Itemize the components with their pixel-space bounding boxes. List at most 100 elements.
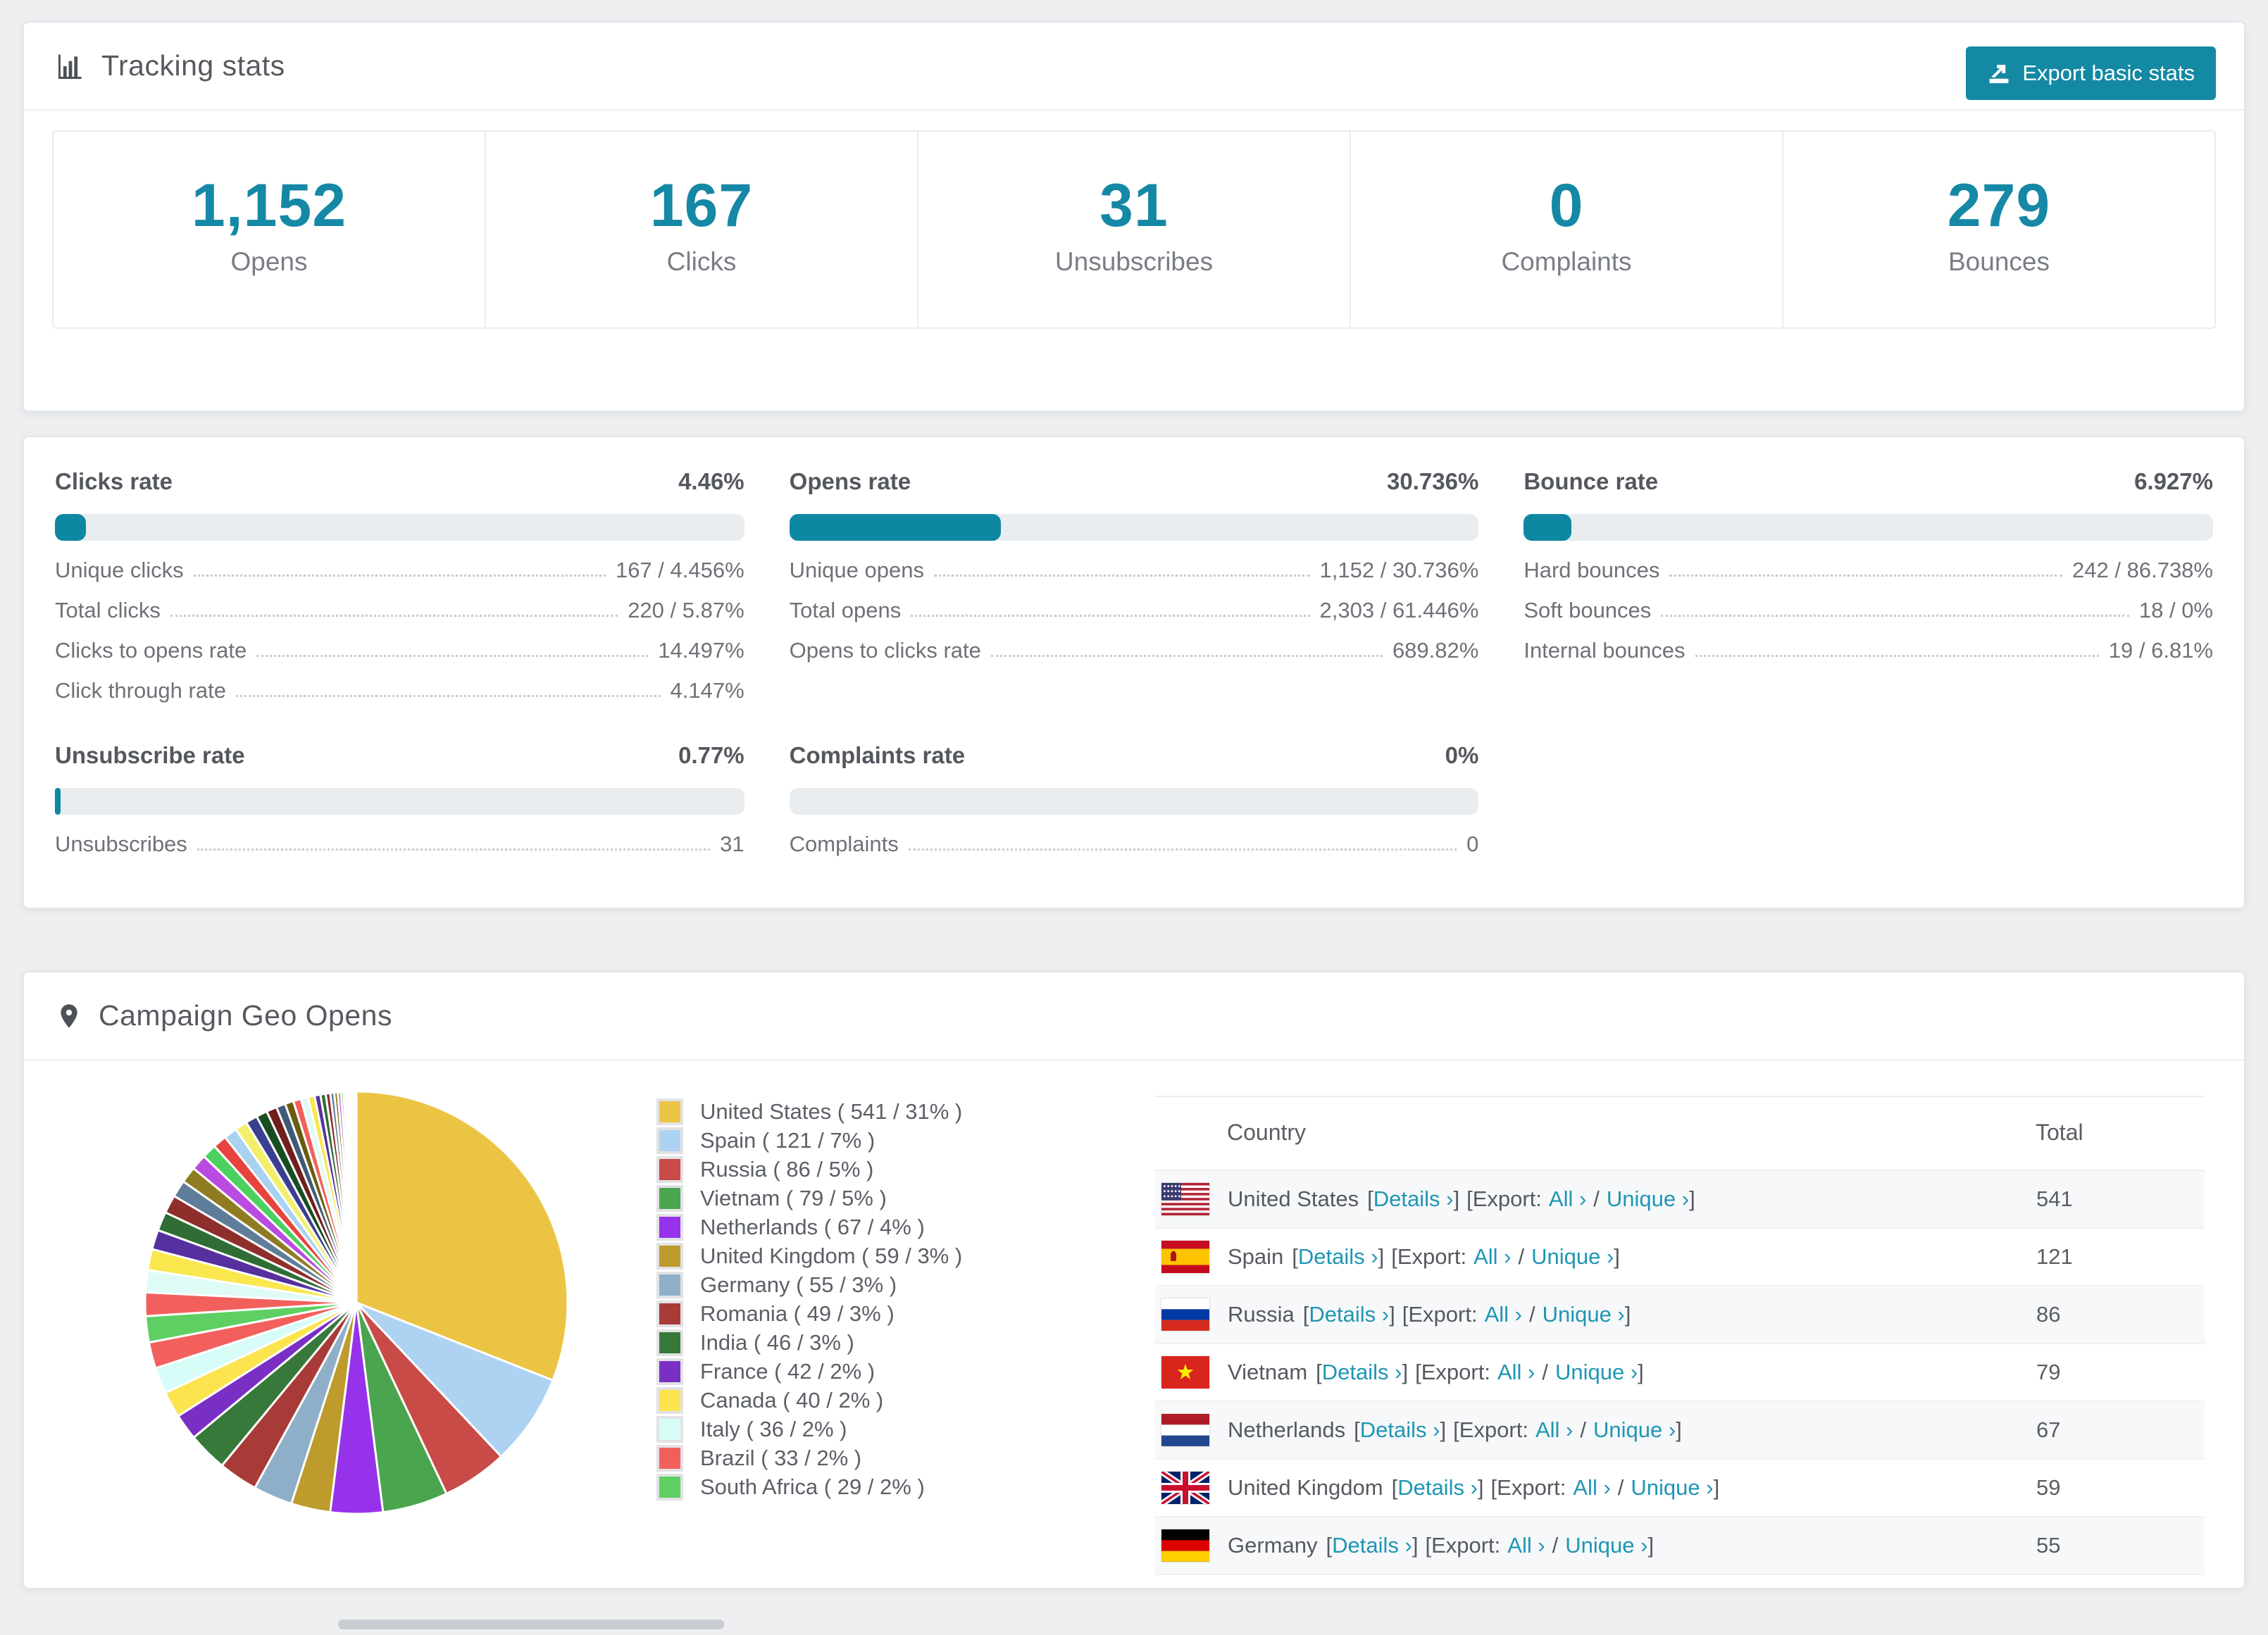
table-row: United States [Details ›] [Export: All › /… [1155,1170,2205,1228]
rate-stat-label: Click through rate [55,678,226,703]
details-link[interactable]: Details › [1359,1417,1440,1442]
legend-swatch [656,1416,683,1443]
export-label: Export: [1421,1360,1490,1384]
bracket: ] [1638,1360,1644,1384]
details-link[interactable]: Details › [1373,1186,1454,1211]
rate-stat-value: 31 [720,832,744,856]
rate-stat-row: Clicks to opens rate 14.497% [55,639,744,661]
rate-stat-value: 242 / 86.738% [2072,558,2213,582]
rate-stat-value: 689.82% [1392,638,1479,663]
legend-item: Russia ( 86 / 5% ) [656,1156,1049,1183]
stat-box-opens: 1,152 Opens [52,130,486,329]
export-all-link[interactable]: All › [1507,1533,1545,1558]
export-unique-link[interactable]: Unique › [1631,1475,1714,1500]
horizontal-scrollbar-thumb[interactable] [338,1620,724,1629]
export-unique-link[interactable]: Unique › [1565,1533,1648,1558]
dotted-leader [1661,615,2129,617]
flag-de-icon [1161,1529,1209,1562]
details-link[interactable]: Details › [1397,1475,1478,1500]
bracket: ] [1453,1186,1460,1211]
dotted-leader [235,695,661,697]
legend-label: Canada ( 40 / 2% ) [700,1388,884,1412]
rate-stat-row: Hard bounces 242 / 86.738% [1524,559,2213,581]
country-name: Russia [1228,1302,1295,1327]
rate-stat-row: Unique clicks 167 / 4.456% [55,559,744,581]
stat-value: 0 [1549,172,1584,239]
export-all-link[interactable]: All › [1484,1302,1522,1327]
rate-value: 6.927% [2134,468,2213,494]
export-unique-link[interactable]: Unique › [1554,1360,1638,1384]
geo-body: United States ( 541 / 31% ) Spain ( 121 … [24,1060,2244,1575]
details-link[interactable]: Details › [1297,1244,1378,1269]
total-value: 79 [2036,1360,2061,1384]
export-all-link[interactable]: All › [1573,1475,1611,1500]
geo-opens-pie-chart [138,1084,575,1521]
map-pin-icon [55,1001,83,1032]
bracket: [ [1354,1417,1360,1442]
stat-label: Opens [230,247,308,276]
rate-stat-value: 1,152 / 30.736% [1319,558,1479,582]
bracket: [ [1391,1244,1397,1269]
separator: / [1593,1186,1600,1211]
details-link[interactable]: Details › [1321,1360,1402,1384]
rates-card: Clicks rate 4.46% Unique clicks 167 / 4.… [23,436,2245,909]
export-all-link[interactable]: All › [1548,1186,1587,1211]
tracking-stats-header: Tracking stats Export basic stats [24,23,2244,111]
stat-label: Complaints [1501,247,1632,276]
export-all-link[interactable]: All › [1497,1360,1535,1384]
stat-box-complaints: 0 Complaints [1351,130,1783,329]
export-unique-link[interactable]: Unique › [1542,1302,1625,1327]
rate-stat-value: 2,303 / 61.446% [1319,598,1479,622]
legend-label: France ( 42 / 2% ) [700,1359,876,1384]
legend-item: South Africa ( 29 / 2% ) [656,1474,1049,1501]
rate-stat-row: Soft bounces 18 / 0% [1524,599,2213,621]
legend-swatch [656,1445,683,1472]
progress-bar [1524,514,2213,541]
legend-label: Russia ( 86 / 5% ) [700,1157,874,1182]
dotted-leader [1695,655,2099,657]
flag-vn-icon [1161,1356,1209,1389]
dotted-leader [911,615,1310,617]
export-all-link[interactable]: All › [1473,1244,1512,1269]
stat-value: 31 [1099,172,1169,239]
export-basic-stats-button[interactable]: Export basic stats [1966,46,2216,100]
stats-row: 1,152 Opens 167 Clicks 31 Unsubscribes 0… [52,130,2216,329]
legend-label: United Kingdom ( 59 / 3% ) [700,1244,963,1268]
flag-gb-icon [1161,1472,1209,1504]
table-row: Netherlands [Details ›] [Export: All › / Un… [1155,1401,2205,1459]
legend-label: Spain ( 121 / 7% ) [700,1128,876,1153]
rate-stat-label: Unsubscribes [55,832,187,856]
rate-stat-label: Total opens [789,598,902,622]
legend-swatch [656,1272,683,1298]
separator: / [1542,1360,1548,1384]
export-all-link[interactable]: All › [1535,1417,1574,1442]
legend-label: South Africa ( 29 / 2% ) [700,1474,925,1499]
export-label: Export: [1431,1533,1501,1558]
stat-box-unsubscribes: 31 Unsubscribes [918,130,1351,329]
table-row: Vietnam [Details ›] [Export: All › / Unique… [1155,1343,2205,1401]
rate-stat-label: Hard bounces [1524,558,1660,582]
bracket: ] [1477,1475,1484,1500]
country-name: United States [1228,1186,1359,1211]
legend-swatch [656,1358,683,1385]
bracket: [ [1425,1533,1432,1558]
details-link[interactable]: Details › [1309,1302,1390,1327]
export-label: Export: [1459,1417,1528,1442]
export-label: Export: [1472,1186,1542,1211]
stat-label: Bounces [1948,247,2050,276]
rate-stat-value: 220 / 5.87% [628,598,744,622]
bracket: ] [1676,1417,1682,1442]
separator: / [1617,1475,1624,1500]
bracket: [ [1391,1475,1398,1500]
legend-swatch [656,1329,683,1356]
legend-swatch [656,1214,683,1241]
rate-block: Complaints rate 0% Complaints 0 [789,742,1479,855]
total-value: 67 [2036,1417,2061,1442]
pie-legend: United States ( 541 / 31% ) Spain ( 121 … [656,1098,1049,1503]
details-link[interactable]: Details › [1332,1533,1412,1558]
export-unique-link[interactable]: Unique › [1593,1417,1676,1442]
total-value: 59 [2036,1475,2061,1500]
export-unique-link[interactable]: Unique › [1606,1186,1690,1211]
separator: / [1528,1302,1535,1327]
export-unique-link[interactable]: Unique › [1531,1244,1614,1269]
